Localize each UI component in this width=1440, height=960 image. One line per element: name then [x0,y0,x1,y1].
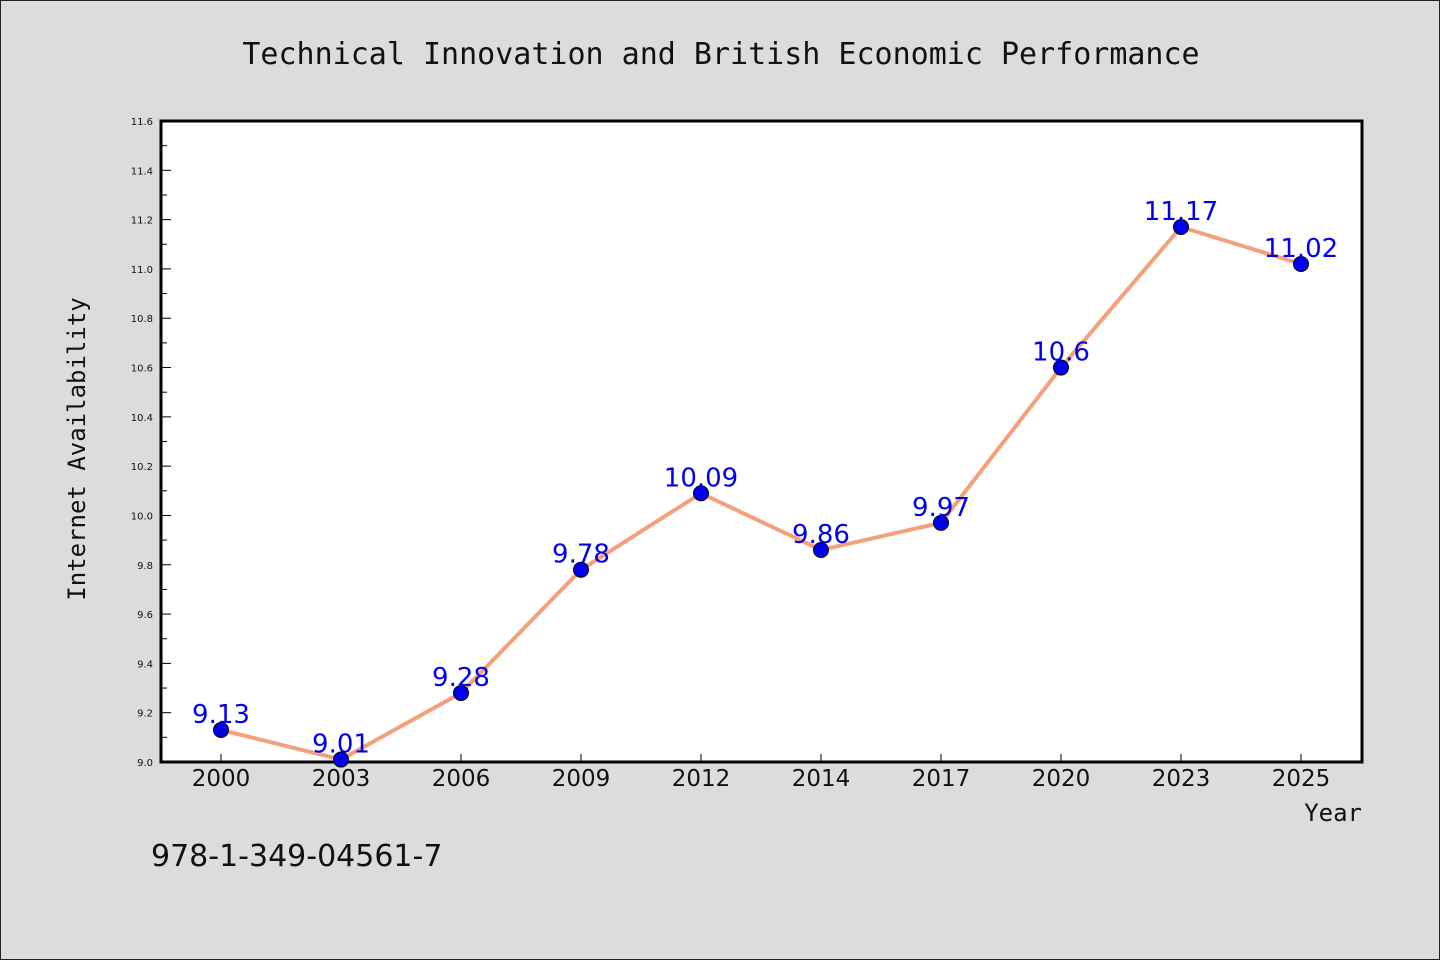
data-label: 9.28 [432,663,490,693]
y-tick-label: 10.6 [131,364,153,375]
x-tick-label: 2003 [312,766,371,792]
y-tick-label: 10.4 [131,413,153,424]
y-tick-label: 11.4 [131,166,153,177]
y-axis-ticks: 9.0 9.2 9.4 9.6 9.8 10.0 10.2 10.4 10.6 10.8 11.0 1… [131,117,171,769]
data-point [933,514,949,531]
data-point [573,561,589,578]
y-tick-label: 11.2 [131,216,153,227]
data-label: 9.86 [792,520,850,550]
data-label: 10.09 [664,463,738,493]
x-tick-label: 2000 [192,766,251,792]
y-tick-label: 9.6 [137,610,153,621]
x-tick-label: 2020 [1032,766,1091,792]
series-line [220,225,1302,762]
isbn-footer: 978-1-349-04561-7 [151,839,442,874]
y-tick-label: 10.0 [131,511,153,522]
data-point [453,684,469,701]
y-axis-title: Internet Availability [63,297,91,600]
y-tick-label: 9.2 [137,709,153,720]
y-tick-label: 11.0 [131,265,153,276]
data-label: 11.02 [1264,234,1338,264]
x-tick-label: 2023 [1152,766,1211,792]
data-point [333,751,349,768]
chart-title: Technical Innovation and British Economi… [242,37,1199,72]
y-tick-label: 11.6 [131,117,153,128]
data-label: 9.78 [552,540,610,570]
x-axis-title: Year [1304,799,1362,827]
data-point [813,541,829,558]
y-tick-label: 9.0 [137,758,153,769]
y-tick-label: 9.8 [137,561,153,572]
x-axis-ticks: 2000 2003 2006 2009 2012 2014 2017 2020 2023 2025 [192,754,1331,792]
plot-area [159,119,1364,764]
data-point [213,721,229,738]
x-tick-label: 2025 [1272,766,1331,792]
data-markers [213,219,1309,768]
data-label: 9.01 [312,730,370,760]
x-tick-label: 2006 [432,766,491,792]
data-point [1173,219,1189,236]
data-point [1053,359,1069,376]
x-tick-label: 2009 [552,766,611,792]
data-label: 10.6 [1032,338,1090,368]
y-tick-label: 10.8 [131,314,153,325]
data-label: 9.97 [912,493,970,523]
x-tick-label: 2014 [792,766,851,792]
y-tick-label: 9.4 [137,659,153,670]
x-tick-label: 2017 [912,766,971,792]
data-label: 11.17 [1144,197,1218,227]
y-tick-label: 10.2 [131,462,153,473]
data-label: 9.13 [192,700,250,730]
data-labels: 9.13 9.01 9.28 9.78 10.09 9.86 9.97 10.6 11.17 11… [192,197,1338,760]
data-point [1293,255,1309,272]
x-tick-label: 2012 [672,766,731,792]
data-point [693,485,709,502]
